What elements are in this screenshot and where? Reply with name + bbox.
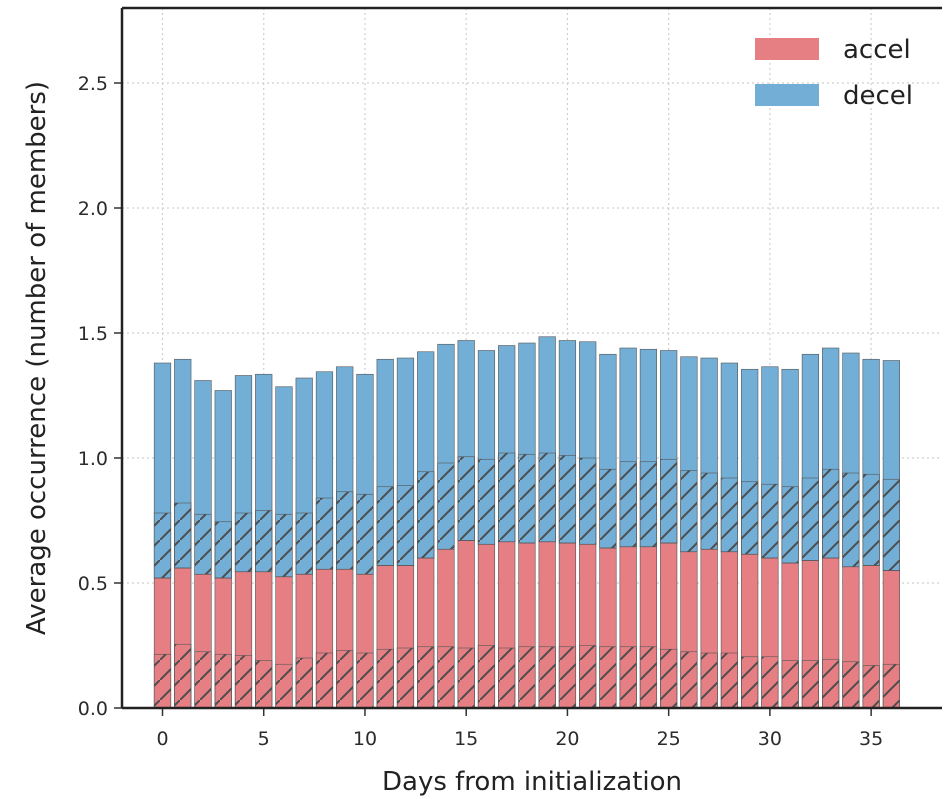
decel-bar-hatched [295, 512, 313, 575]
decel-bar-hatched [579, 457, 597, 545]
accel-bar-hatched [700, 652, 718, 709]
accel-bar-hatched [275, 663, 293, 709]
accel-bar-hatched [660, 648, 678, 709]
decel-bar-hatched [700, 472, 718, 550]
decel-bar-hatched [781, 486, 799, 564]
accel-bar-hatched [396, 647, 415, 709]
decel-bar-hatched [720, 477, 739, 553]
accel-bar-hatched [498, 647, 516, 709]
y-tick-label: 2.5 [78, 73, 108, 95]
accel-legend-swatch [755, 38, 819, 60]
accel-bar-hatched [558, 646, 577, 709]
x-tick-label: 30 [758, 728, 782, 750]
accel-bar-hatched [376, 648, 394, 709]
accel-bar-hatched [356, 652, 374, 709]
decel-bar-hatched [518, 453, 536, 544]
decel-bar-hatched [842, 472, 860, 568]
y-axis-title: Average occurrence (number of members) [22, 81, 52, 635]
accel-bar-hatched [882, 663, 900, 709]
decel-bar-hatched [437, 462, 455, 550]
decel-bar-hatched [680, 470, 698, 553]
decel-bar-hatched [255, 510, 273, 573]
decel-bar-hatched [336, 491, 354, 570]
decel-bar-hatched [214, 521, 232, 579]
decel-bar-hatched [741, 481, 759, 555]
decel-bar-hatched [396, 485, 415, 566]
decel-bar-hatched [538, 452, 556, 543]
accel-bar-hatched [457, 647, 475, 709]
accel-bar-hatched [639, 646, 658, 709]
decel-bar-hatched [498, 452, 516, 543]
legend: accel decel [755, 35, 913, 111]
accel-bar-hatched [599, 646, 617, 709]
decel-bar-hatched [275, 513, 293, 578]
accel-bar-hatched [761, 656, 779, 709]
y-tick-label: 0.0 [78, 698, 108, 720]
decel-bar-hatched [234, 512, 253, 573]
accel-bar-hatched [579, 645, 597, 709]
y-tick-label: 0.5 [78, 573, 108, 595]
decel-bar-hatched [882, 478, 900, 571]
accel-bar-hatched [862, 665, 880, 709]
accel-bar-hatched [741, 656, 759, 709]
decel-bar-hatched [153, 512, 172, 579]
decel-legend-swatch [755, 84, 819, 106]
decel-bar-hatched [477, 458, 496, 545]
decel-bar-hatched [761, 483, 779, 559]
accel-bar-hatched [417, 646, 435, 709]
decel-bar-hatched [639, 461, 658, 548]
x-tick-label: 10 [353, 728, 377, 750]
x-tick-label: 20 [555, 728, 579, 750]
accel-bar-hatched [234, 655, 253, 709]
accel-bar-hatched [680, 651, 698, 709]
x-tick-label: 0 [156, 728, 168, 750]
y-tick-label: 1.5 [78, 323, 108, 345]
accel-bar-hatched [174, 643, 192, 709]
decel-bar-hatched [417, 471, 435, 559]
y-tick-label: 2.0 [78, 198, 108, 220]
accel-bar-hatched [801, 660, 819, 709]
decel-bar-hatched [599, 468, 617, 549]
decel-bar-hatched [558, 455, 577, 544]
decel-bar-hatched [194, 513, 212, 575]
x-axis-title: Days from initialization [382, 767, 682, 797]
y-tick-label: 1.0 [78, 448, 108, 470]
accel-legend-label: accel [843, 35, 911, 65]
decel-bar-hatched [822, 468, 840, 559]
accel-bar-hatched [842, 661, 860, 709]
accel-bar-hatched [518, 646, 536, 709]
accel-bar-hatched [619, 646, 637, 709]
x-tick-label: 25 [657, 728, 681, 750]
accel-bar-hatched [477, 645, 496, 709]
accel-bar-hatched [214, 653, 232, 709]
x-tick-label: 15 [454, 728, 478, 750]
decel-bar-hatched [660, 458, 678, 544]
x-tick-label: 5 [258, 728, 270, 750]
accel-bar-hatched [153, 653, 172, 709]
accel-bar-hatched [822, 658, 840, 709]
decel-bar-hatched [315, 497, 334, 570]
accel-bar-hatched [720, 652, 739, 709]
accel-bar-hatched [295, 657, 313, 709]
accel-bar-hatched [255, 660, 273, 709]
decel-bar-hatched [174, 502, 192, 569]
axes: 0 5 10 15 20 25 30 35 0.0 0.5 1.0 1.5 2.0 2.5 [78, 6, 942, 750]
decel-bar-hatched [801, 477, 819, 561]
decel-bar-hatched [376, 486, 394, 566]
decel-bar-hatched [862, 473, 880, 566]
bars [153, 336, 900, 709]
decel-bar-hatched [457, 456, 475, 541]
decel-legend-label: decel [843, 81, 913, 111]
decel-bar-hatched [619, 461, 637, 548]
accel-bar-hatched [315, 652, 334, 709]
accel-bar-hatched [781, 660, 799, 709]
accel-bar-hatched [194, 651, 212, 709]
decel-bar-hatched [356, 493, 374, 575]
accel-bar-hatched [437, 646, 455, 709]
accel-bar-hatched [538, 646, 556, 709]
x-tick-label: 35 [859, 728, 883, 750]
accel-bar-hatched [336, 650, 354, 709]
